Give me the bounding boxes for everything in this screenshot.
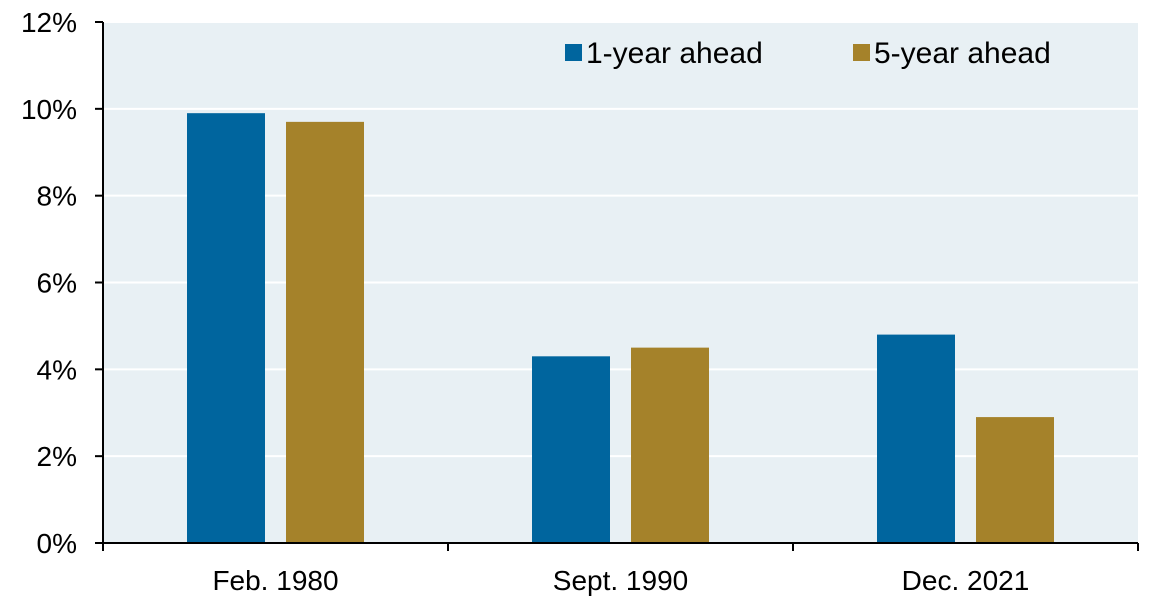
legend-label: 1-year ahead	[586, 37, 763, 70]
x-tick-label: Sept. 1990	[553, 565, 688, 596]
bar	[976, 417, 1054, 543]
y-tick-label: 6%	[37, 268, 77, 299]
bar	[532, 356, 610, 543]
legend: 1-year ahead 5-year ahead	[565, 37, 1051, 70]
y-tick-label: 2%	[37, 441, 77, 472]
x-tick-label: Dec. 2021	[902, 565, 1030, 596]
y-tick-label: 0%	[37, 528, 77, 559]
y-tick-label: 8%	[37, 181, 77, 212]
bar	[877, 334, 955, 543]
y-tick-label: 4%	[37, 354, 77, 385]
y-axis-ticks: 0% 2% 4% 6% 8% 10% 12%	[21, 7, 103, 559]
bar	[286, 121, 364, 543]
bar	[631, 347, 709, 543]
y-tick-label: 12%	[21, 7, 77, 38]
bars	[187, 113, 1054, 544]
legend-label: 5-year ahead	[874, 37, 1051, 70]
legend-swatch	[853, 44, 870, 61]
bar	[187, 113, 265, 544]
x-tick-label: Feb. 1980	[212, 565, 338, 596]
y-tick-label: 10%	[21, 94, 77, 125]
legend-swatch	[565, 44, 582, 61]
gridlines	[103, 21, 1138, 458]
x-axis-ticks: Feb. 1980 Sept. 1990 Dec. 2021	[102, 543, 1139, 596]
